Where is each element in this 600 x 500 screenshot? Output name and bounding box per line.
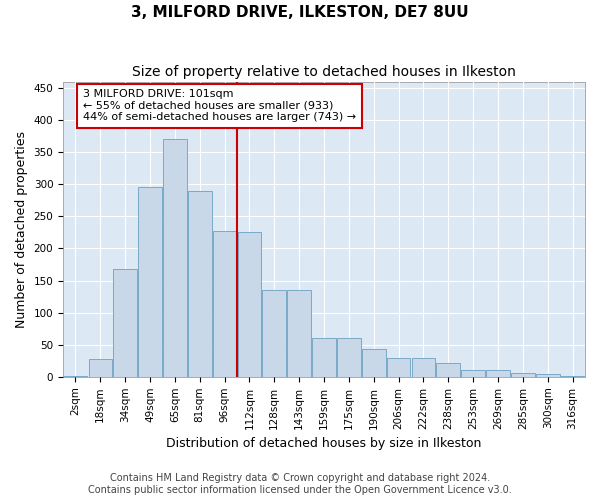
Bar <box>113 269 137 377</box>
Bar <box>138 187 162 377</box>
Text: Contains HM Land Registry data © Crown copyright and database right 2024.
Contai: Contains HM Land Registry data © Crown c… <box>88 474 512 495</box>
Bar <box>312 338 336 377</box>
Y-axis label: Number of detached properties: Number of detached properties <box>15 130 28 328</box>
Bar <box>213 231 236 377</box>
X-axis label: Distribution of detached houses by size in Ilkeston: Distribution of detached houses by size … <box>166 437 482 450</box>
Bar <box>387 358 410 377</box>
Bar <box>412 358 435 377</box>
Title: Size of property relative to detached houses in Ilkeston: Size of property relative to detached ho… <box>132 65 516 79</box>
Bar <box>561 376 584 377</box>
Text: 3, MILFORD DRIVE, ILKESTON, DE7 8UU: 3, MILFORD DRIVE, ILKESTON, DE7 8UU <box>131 5 469 20</box>
Bar <box>461 370 485 377</box>
Text: 3 MILFORD DRIVE: 101sqm
← 55% of detached houses are smaller (933)
44% of semi-d: 3 MILFORD DRIVE: 101sqm ← 55% of detache… <box>83 90 356 122</box>
Bar <box>238 232 261 377</box>
Bar <box>486 370 510 377</box>
Bar <box>362 349 386 377</box>
Bar <box>436 362 460 377</box>
Bar <box>89 359 112 377</box>
Bar <box>163 140 187 377</box>
Bar <box>188 190 212 377</box>
Bar <box>287 290 311 377</box>
Bar <box>262 290 286 377</box>
Bar <box>337 338 361 377</box>
Bar <box>511 373 535 377</box>
Bar <box>64 376 87 377</box>
Bar <box>536 374 560 377</box>
